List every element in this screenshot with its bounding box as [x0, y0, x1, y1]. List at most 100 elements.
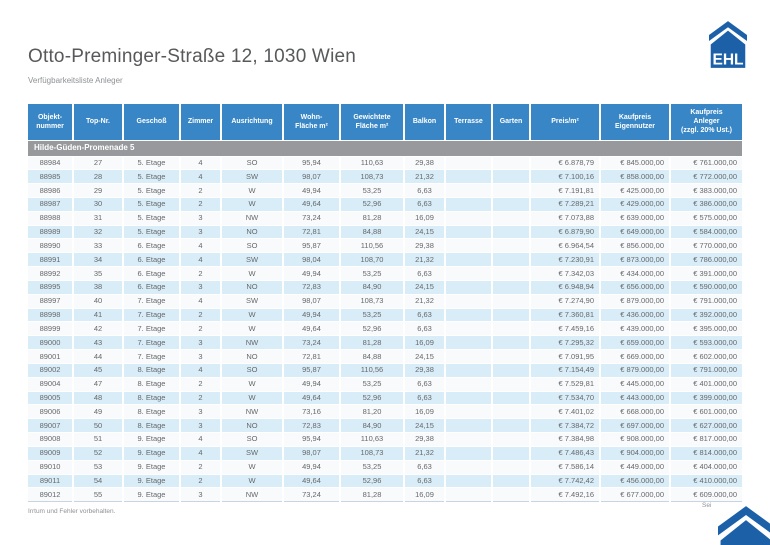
table-cell: 6,63 — [404, 391, 445, 405]
table-cell: € 6.879,90 — [530, 225, 600, 239]
table-cell: 2 — [180, 322, 221, 336]
table-cell: W — [221, 474, 283, 488]
table-row: 88985285. Etage4SW98,07108,7321,32€ 7.10… — [28, 170, 742, 184]
table-cell: € 908.000,00 — [600, 433, 670, 447]
table-cell: W — [221, 197, 283, 211]
table-cell: 16,09 — [404, 211, 445, 225]
table-cell: 6. Etage — [123, 239, 180, 253]
table-cell: € 7.191,81 — [530, 184, 600, 198]
table-cell — [445, 197, 492, 211]
table-cell: 2 — [180, 184, 221, 198]
table-row: 88989325. Etage3NO72,8184,8824,15€ 6.879… — [28, 225, 742, 239]
table-cell: 5. Etage — [123, 225, 180, 239]
document-page: Otto-Preminger-Straße 12, 1030 Wien Verf… — [0, 0, 770, 545]
table-cell: 89002 — [28, 363, 73, 377]
table-cell: 38 — [73, 280, 123, 294]
table-cell: 3 — [180, 336, 221, 350]
table-cell: € 7.091,95 — [530, 350, 600, 364]
table-cell: 108,73 — [340, 170, 404, 184]
table-cell — [492, 211, 530, 225]
table-cell: 52 — [73, 446, 123, 460]
col-header-top-nr: Top-Nr. — [73, 104, 123, 140]
table-cell — [445, 322, 492, 336]
table-cell: 4 — [180, 239, 221, 253]
table-cell: € 904.000,00 — [600, 446, 670, 460]
table-cell: 49,94 — [283, 377, 340, 391]
col-header-garten: Garten — [492, 104, 530, 140]
table-cell: € 7.360,81 — [530, 308, 600, 322]
table-cell: 88985 — [28, 170, 73, 184]
table-cell — [445, 253, 492, 267]
table-row: 89006498. Etage3NW73,1681,2016,09€ 7.401… — [28, 405, 742, 419]
table-cell: 6,63 — [404, 267, 445, 281]
table-cell: 16,09 — [404, 405, 445, 419]
table-cell: 35 — [73, 267, 123, 281]
table-cell: 108,73 — [340, 294, 404, 308]
table-cell: € 668.000,00 — [600, 405, 670, 419]
table-cell: 108,73 — [340, 446, 404, 460]
table-cell: € 786.000,00 — [670, 253, 742, 267]
table-cell: € 791.000,00 — [670, 294, 742, 308]
table-cell: € 439.000,00 — [600, 322, 670, 336]
table-header: Objekt- nummer Top-Nr. Geschoß Zimmer Au… — [28, 104, 742, 140]
table-cell: 29,38 — [404, 239, 445, 253]
table-row: 88984275. Etage4SO95,94110,6329,38€ 6.87… — [28, 156, 742, 170]
table-cell: 3 — [180, 350, 221, 364]
section-band: Hilde-Güden-Promenade 5 — [28, 140, 742, 156]
table-cell: € 425.000,00 — [600, 184, 670, 198]
table-cell: 6,63 — [404, 197, 445, 211]
table-cell — [445, 433, 492, 447]
table-cell: SO — [221, 156, 283, 170]
table-cell: 53,25 — [340, 308, 404, 322]
table-cell: 8. Etage — [123, 419, 180, 433]
table-cell: 7. Etage — [123, 308, 180, 322]
logo-text: EHL — [712, 51, 744, 68]
table-cell: 84,90 — [340, 419, 404, 433]
table-row: 89009529. Etage4SW98,07108,7321,32€ 7.48… — [28, 446, 742, 460]
table-cell: 54 — [73, 474, 123, 488]
table-cell: 30 — [73, 197, 123, 211]
table-cell: € 429.000,00 — [600, 197, 670, 211]
table-cell: 49 — [73, 405, 123, 419]
table-row: 89007508. Etage3NO72,8384,9024,15€ 7.384… — [28, 419, 742, 433]
table-cell: 73,24 — [283, 488, 340, 502]
table-cell: 88998 — [28, 308, 73, 322]
table-cell: € 7.342,03 — [530, 267, 600, 281]
table-cell: 110,63 — [340, 433, 404, 447]
table-cell: € 770.000,00 — [670, 239, 742, 253]
table-cell: 6,63 — [404, 460, 445, 474]
table-cell — [492, 363, 530, 377]
table-cell — [445, 488, 492, 502]
table-cell: 7. Etage — [123, 322, 180, 336]
table-cell: € 7.459,16 — [530, 322, 600, 336]
table-cell — [492, 488, 530, 502]
table-cell: 9. Etage — [123, 433, 180, 447]
table-cell: € 7.486,43 — [530, 446, 600, 460]
table-cell: 81,28 — [340, 211, 404, 225]
table-cell: 21,32 — [404, 253, 445, 267]
table-cell: 4 — [180, 433, 221, 447]
table-cell — [492, 474, 530, 488]
table-cell: 88997 — [28, 294, 73, 308]
table-cell: 98,07 — [283, 446, 340, 460]
table-cell: 53,25 — [340, 267, 404, 281]
table-cell: W — [221, 391, 283, 405]
table-cell: 52,96 — [340, 197, 404, 211]
table-cell: 49,94 — [283, 184, 340, 198]
table-cell: 89005 — [28, 391, 73, 405]
col-header-wohnflaeche: Wohn- Fläche m² — [283, 104, 340, 140]
table-row: 89004478. Etage2W49,9453,256,63€ 7.529,8… — [28, 377, 742, 391]
table-cell — [492, 405, 530, 419]
table-cell: € 609.000,00 — [670, 488, 742, 502]
table-cell: 9. Etage — [123, 488, 180, 502]
table-cell: 4 — [180, 363, 221, 377]
table-cell: € 410.000,00 — [670, 474, 742, 488]
table-cell: 21,32 — [404, 294, 445, 308]
table-cell: 95,94 — [283, 433, 340, 447]
table-cell: € 401.000,00 — [670, 377, 742, 391]
header-row: Objekt- nummer Top-Nr. Geschoß Zimmer Au… — [28, 104, 742, 140]
table-cell: 29 — [73, 184, 123, 198]
table-cell — [492, 350, 530, 364]
table-cell: 53,25 — [340, 184, 404, 198]
table-body: Hilde-Güden-Promenade 5 88984275. Etage4… — [28, 140, 742, 502]
